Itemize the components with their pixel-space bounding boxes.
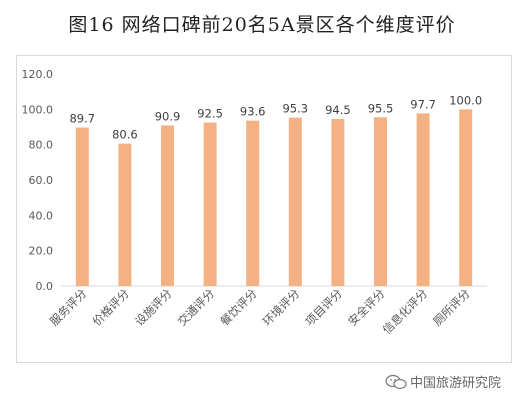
watermark: 中国旅游研究院	[384, 372, 501, 394]
bar	[459, 109, 473, 286]
data-label: 94.5	[325, 103, 351, 117]
bar-chart: 0.0 20.0 40.0 60.0 80.0 100.0 120.0 89.7 服务评分 80.…	[22, 68, 487, 337]
chart-panel: 0.0 20.0 40.0 60.0 80.0 100.0 120.0 89.7 服务评分 80.…	[16, 55, 512, 363]
data-label: 97.7	[410, 97, 436, 111]
x-tick-label: 项目评分	[303, 286, 346, 329]
bar	[374, 117, 387, 287]
y-tick-label: 40.0	[29, 209, 54, 222]
x-tick-label: 环境评分	[260, 286, 303, 329]
data-label: 90.9	[155, 109, 181, 123]
x-tick-label: 厕所评分	[430, 286, 473, 329]
data-label: 92.5	[197, 107, 223, 121]
x-tick-label: 价格评分	[90, 286, 133, 329]
data-label: 100.0	[449, 93, 482, 107]
x-tick-label: 服务评分	[47, 286, 90, 329]
y-tick-label: 0.0	[36, 280, 54, 293]
watermark-text: 中国旅游研究院	[410, 376, 502, 391]
y-tick-label: 100.0	[22, 103, 54, 116]
x-tick-label: 设施评分	[132, 286, 175, 329]
data-label: 89.7	[69, 112, 95, 126]
bar	[161, 125, 174, 286]
data-label: 95.3	[282, 102, 308, 116]
data-label: 95.5	[368, 101, 394, 115]
y-tick-label: 60.0	[29, 174, 54, 187]
y-tick-label: 120.0	[22, 68, 54, 81]
wechat-icon	[384, 374, 410, 394]
data-label: 80.6	[112, 128, 138, 142]
x-tick-label: 信息化评分	[380, 286, 431, 337]
bar	[118, 143, 132, 286]
x-tick-label: 餐饮评分	[217, 286, 260, 329]
bar	[246, 120, 260, 286]
chart-title: 图16 网络口碑前20名5A景区各个维度评价	[68, 14, 456, 36]
bar	[75, 127, 89, 286]
bar	[203, 122, 217, 286]
bar	[288, 117, 302, 287]
x-tick-label: 安全评分	[345, 286, 388, 329]
y-tick-label: 20.0	[29, 245, 54, 258]
y-tick-label: 80.0	[29, 139, 54, 152]
bar	[331, 119, 345, 286]
x-tick-label: 交通评分	[175, 286, 218, 329]
bar	[416, 113, 430, 286]
data-label: 93.6	[240, 105, 266, 119]
